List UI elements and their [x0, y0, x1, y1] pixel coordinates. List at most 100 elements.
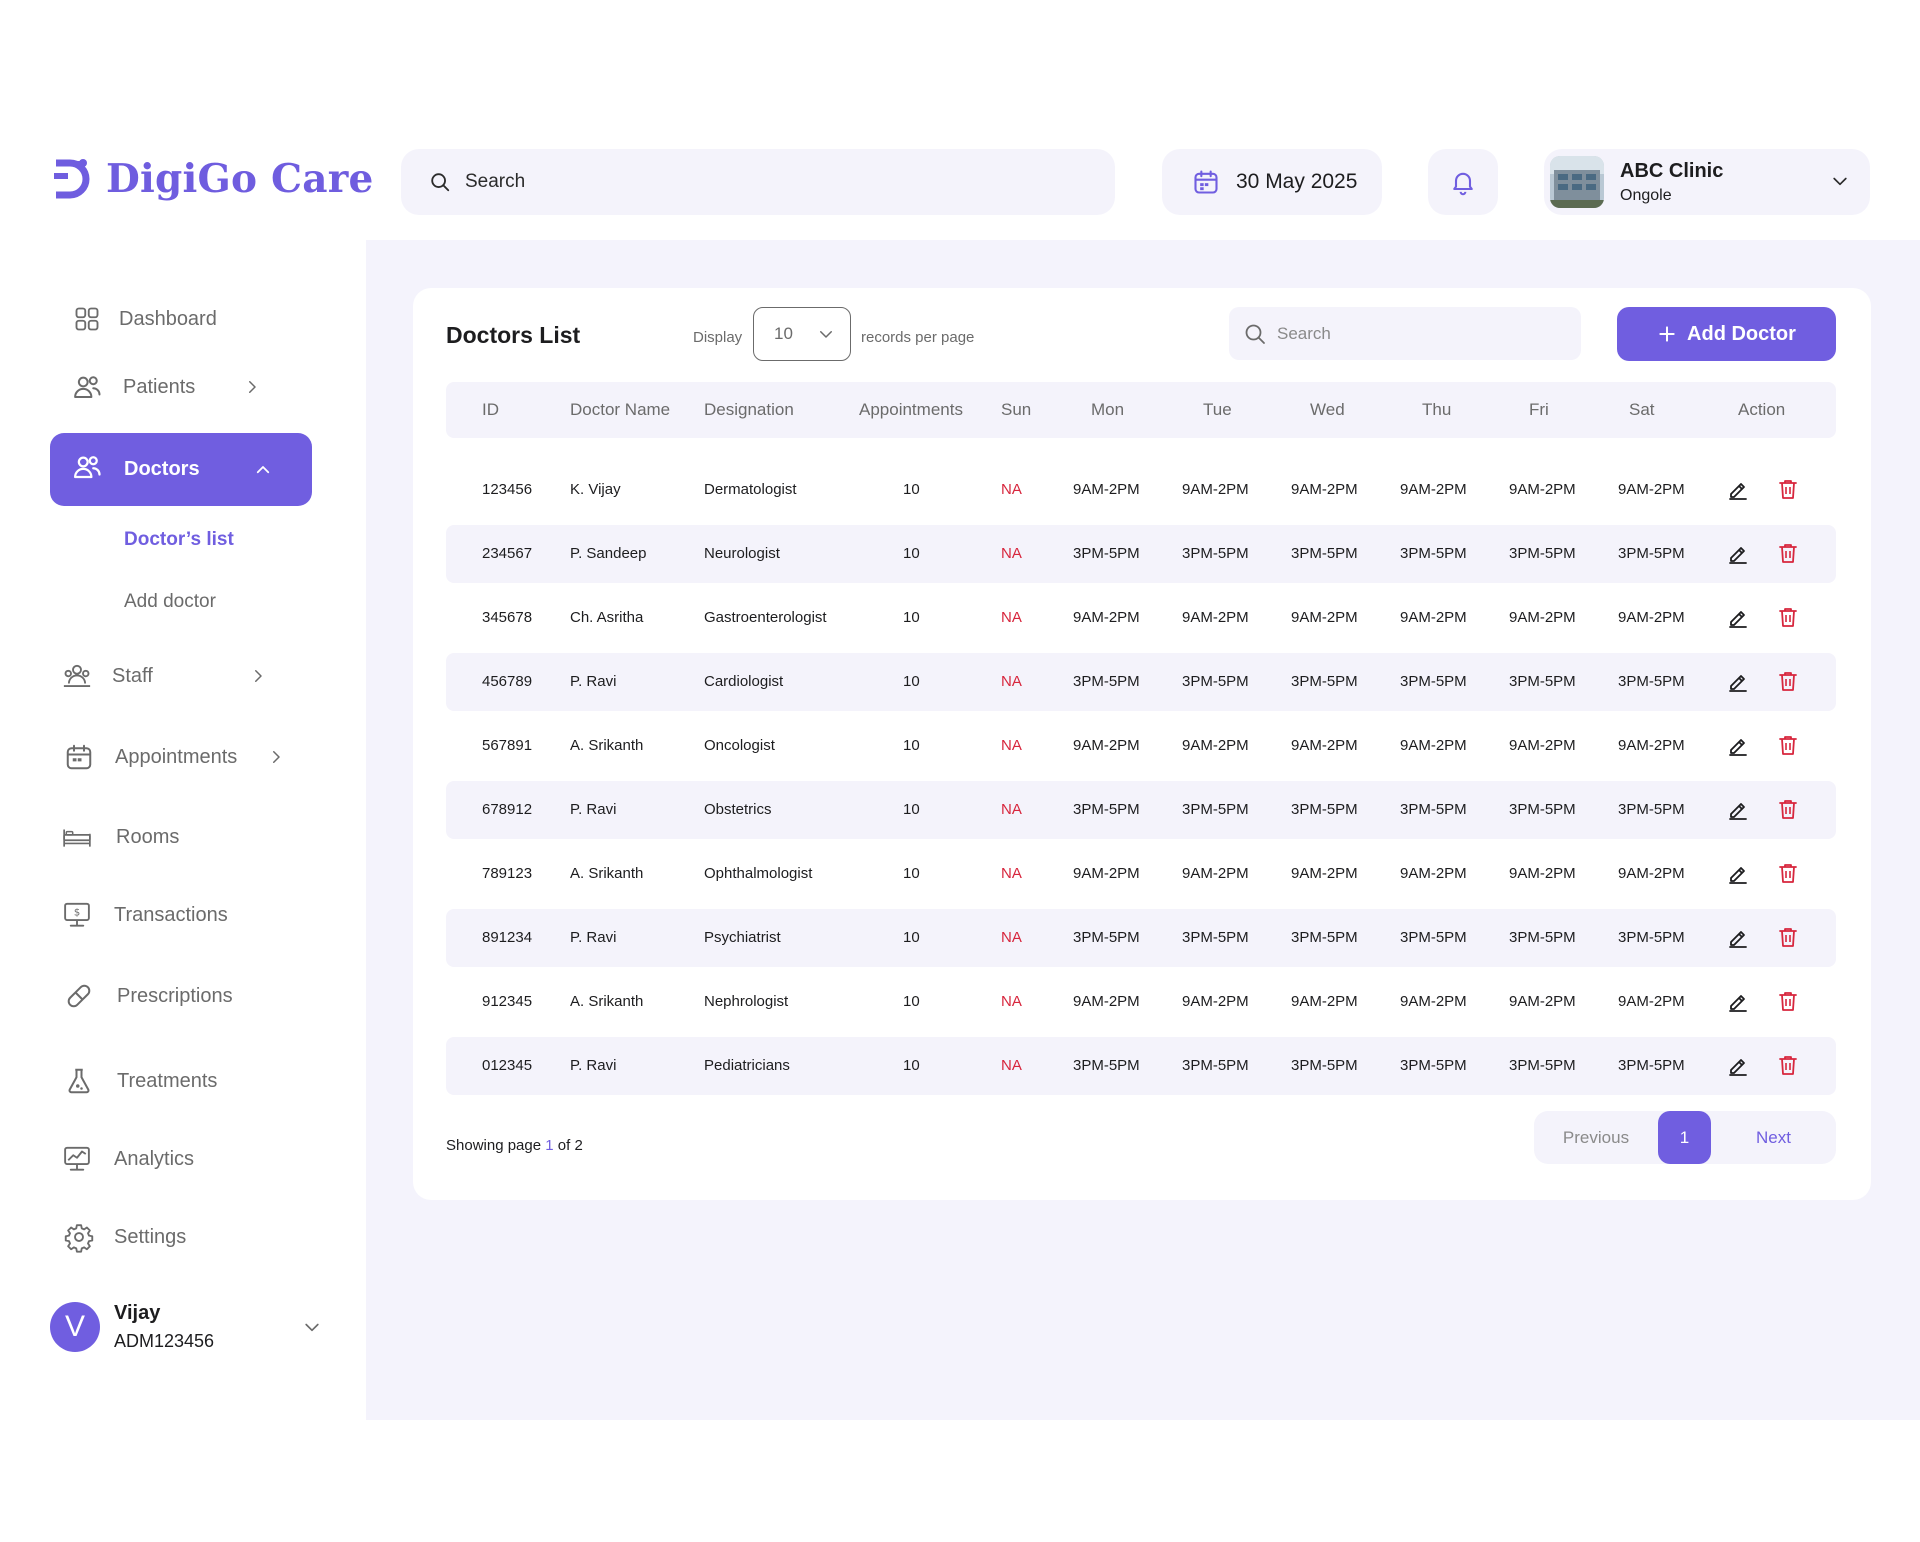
- cell-thu: 3PM-5PM: [1400, 1057, 1467, 1074]
- user-profile-menu[interactable]: V Vijay ADM123456: [50, 1302, 322, 1352]
- table-row: 456789 P. Ravi Cardiologist 10 NA 3PM-5PM 3PM-…: [446, 653, 1836, 711]
- cell-sun: NA: [1001, 609, 1022, 626]
- chevron-right-icon: [273, 751, 281, 763]
- users-icon: [72, 372, 102, 402]
- cell-appointments: 10: [903, 865, 920, 882]
- add-doctor-button[interactable]: Add Doctor: [1617, 307, 1836, 361]
- notifications-button[interactable]: [1428, 149, 1498, 215]
- sidebar-item-patients[interactable]: Patients: [72, 372, 261, 402]
- date-picker[interactable]: 30 May 2025: [1162, 149, 1382, 215]
- doctor-search-input[interactable]: Search: [1229, 307, 1581, 360]
- brand-logo[interactable]: DigiGo Care: [52, 156, 374, 202]
- sidebar-subitem-add-doctor[interactable]: Add doctor: [124, 591, 216, 612]
- delete-icon[interactable]: [1776, 605, 1800, 634]
- edit-icon[interactable]: [1726, 861, 1750, 890]
- delete-icon[interactable]: [1776, 541, 1800, 570]
- cell-wed: 9AM-2PM: [1291, 865, 1358, 882]
- cell-wed: 3PM-5PM: [1291, 929, 1358, 946]
- records-per-page-value: 10: [774, 324, 793, 343]
- calendar-icon: [64, 742, 94, 772]
- edit-icon[interactable]: [1726, 797, 1750, 826]
- cell-tue: 3PM-5PM: [1182, 801, 1249, 818]
- cell-doctor-name: A. Srikanth: [570, 993, 644, 1010]
- column-header-designation[interactable]: Designation: [704, 400, 794, 419]
- sidebar-item-doctors[interactable]: Doctors: [50, 433, 312, 506]
- sidebar-item-settings[interactable]: Settings: [64, 1222, 186, 1253]
- sidebar-item-prescriptions[interactable]: Prescriptions: [64, 981, 233, 1011]
- cell-doctor-name: P. Sandeep: [570, 545, 647, 562]
- cell-id: 912345: [482, 993, 533, 1010]
- cell-id: 567891: [482, 737, 533, 754]
- column-header-appointments[interactable]: Appointments: [859, 400, 963, 419]
- delete-icon[interactable]: [1776, 733, 1800, 762]
- column-header-tue[interactable]: Tue: [1203, 400, 1232, 419]
- column-header-mon[interactable]: Mon: [1091, 400, 1125, 419]
- edit-icon[interactable]: [1726, 925, 1750, 954]
- table-row: 891234 P. Ravi Psychiatrist 10 NA 3PM-5PM 3PM-…: [446, 909, 1836, 967]
- cell-mon: 3PM-5PM: [1073, 673, 1140, 690]
- previous-page-button[interactable]: Previous: [1562, 1127, 1630, 1147]
- table-row: 567891 A. Srikanth Oncologist 10 NA 9AM-2PM 9A…: [446, 717, 1836, 775]
- column-header-id[interactable]: ID: [482, 400, 499, 419]
- delete-icon[interactable]: [1776, 477, 1800, 506]
- column-header-sun[interactable]: Sun: [1001, 400, 1032, 419]
- cell-thu: 9AM-2PM: [1400, 993, 1467, 1010]
- column-header-doctor-name[interactable]: Doctor Name: [570, 400, 671, 419]
- column-header-fri[interactable]: Fri: [1529, 400, 1549, 419]
- cell-designation: Cardiologist: [704, 673, 784, 690]
- cell-doctor-name: P. Ravi: [570, 801, 617, 818]
- edit-icon[interactable]: [1726, 733, 1750, 762]
- sidebar-item-treatments[interactable]: Treatments: [64, 1066, 217, 1096]
- sidebar-item-analytics[interactable]: Analytics: [62, 1144, 194, 1174]
- monitor-dollar-icon: $: [62, 900, 92, 930]
- sidebar-subitem-doctors-list[interactable]: Doctor’s list: [124, 529, 234, 550]
- edit-icon[interactable]: [1726, 669, 1750, 698]
- edit-icon[interactable]: [1726, 477, 1750, 506]
- page-1-button[interactable]: 1: [1658, 1111, 1711, 1164]
- delete-icon[interactable]: [1776, 669, 1800, 698]
- cell-wed: 9AM-2PM: [1291, 481, 1358, 498]
- chart-icon: [62, 1144, 92, 1174]
- global-search-input[interactable]: Search: [401, 149, 1115, 215]
- cell-sat: 3PM-5PM: [1618, 929, 1685, 946]
- delete-icon[interactable]: [1776, 925, 1800, 954]
- cell-tue: 3PM-5PM: [1182, 673, 1249, 690]
- cell-fri: 3PM-5PM: [1509, 545, 1576, 562]
- cell-wed: 3PM-5PM: [1291, 673, 1358, 690]
- column-header-wed[interactable]: Wed: [1310, 400, 1345, 419]
- next-page-button[interactable]: Next: [1756, 1127, 1791, 1147]
- cell-sat: 9AM-2PM: [1618, 609, 1685, 626]
- sidebar-item-transactions[interactable]: $ Transactions: [62, 900, 228, 930]
- delete-icon[interactable]: [1776, 861, 1800, 890]
- cell-id: 891234: [482, 929, 533, 946]
- edit-icon[interactable]: [1726, 605, 1750, 634]
- cell-mon: 9AM-2PM: [1073, 737, 1140, 754]
- clinic-switcher[interactable]: ABC Clinic Ongole: [1544, 149, 1870, 215]
- chevron-down-icon: [819, 331, 832, 338]
- column-header-sat[interactable]: Sat: [1629, 400, 1655, 419]
- cell-fri: 9AM-2PM: [1509, 865, 1576, 882]
- users-icon: [72, 452, 102, 488]
- dashboard-grid-icon: [72, 304, 102, 334]
- plus-icon: [1659, 326, 1675, 342]
- records-per-page-select[interactable]: 10: [753, 307, 851, 361]
- edit-icon[interactable]: [1726, 541, 1750, 570]
- edit-icon[interactable]: [1726, 1053, 1750, 1082]
- cell-designation: Gastroenterologist: [704, 609, 827, 626]
- cell-fri: 9AM-2PM: [1509, 737, 1576, 754]
- sidebar-item-appointments[interactable]: Appointments: [64, 742, 285, 772]
- sidebar-item-rooms[interactable]: Rooms: [62, 822, 179, 852]
- sidebar-item-dashboard[interactable]: Dashboard: [72, 304, 217, 334]
- edit-icon[interactable]: [1726, 989, 1750, 1018]
- sidebar-item-label: Treatments: [117, 1069, 218, 1092]
- cell-wed: 3PM-5PM: [1291, 545, 1358, 562]
- delete-icon[interactable]: [1776, 797, 1800, 826]
- delete-icon[interactable]: [1776, 989, 1800, 1018]
- delete-icon[interactable]: [1776, 1053, 1800, 1082]
- sidebar-item-staff[interactable]: Staff: [62, 661, 267, 691]
- table-row: 012345 P. Ravi Pediatricians 10 NA 3PM-5PM 3PM…: [446, 1037, 1836, 1095]
- cell-designation: Psychiatrist: [704, 929, 781, 946]
- cell-id: 012345: [482, 1057, 533, 1074]
- gear-icon: [64, 1222, 94, 1253]
- column-header-thu[interactable]: Thu: [1422, 400, 1452, 419]
